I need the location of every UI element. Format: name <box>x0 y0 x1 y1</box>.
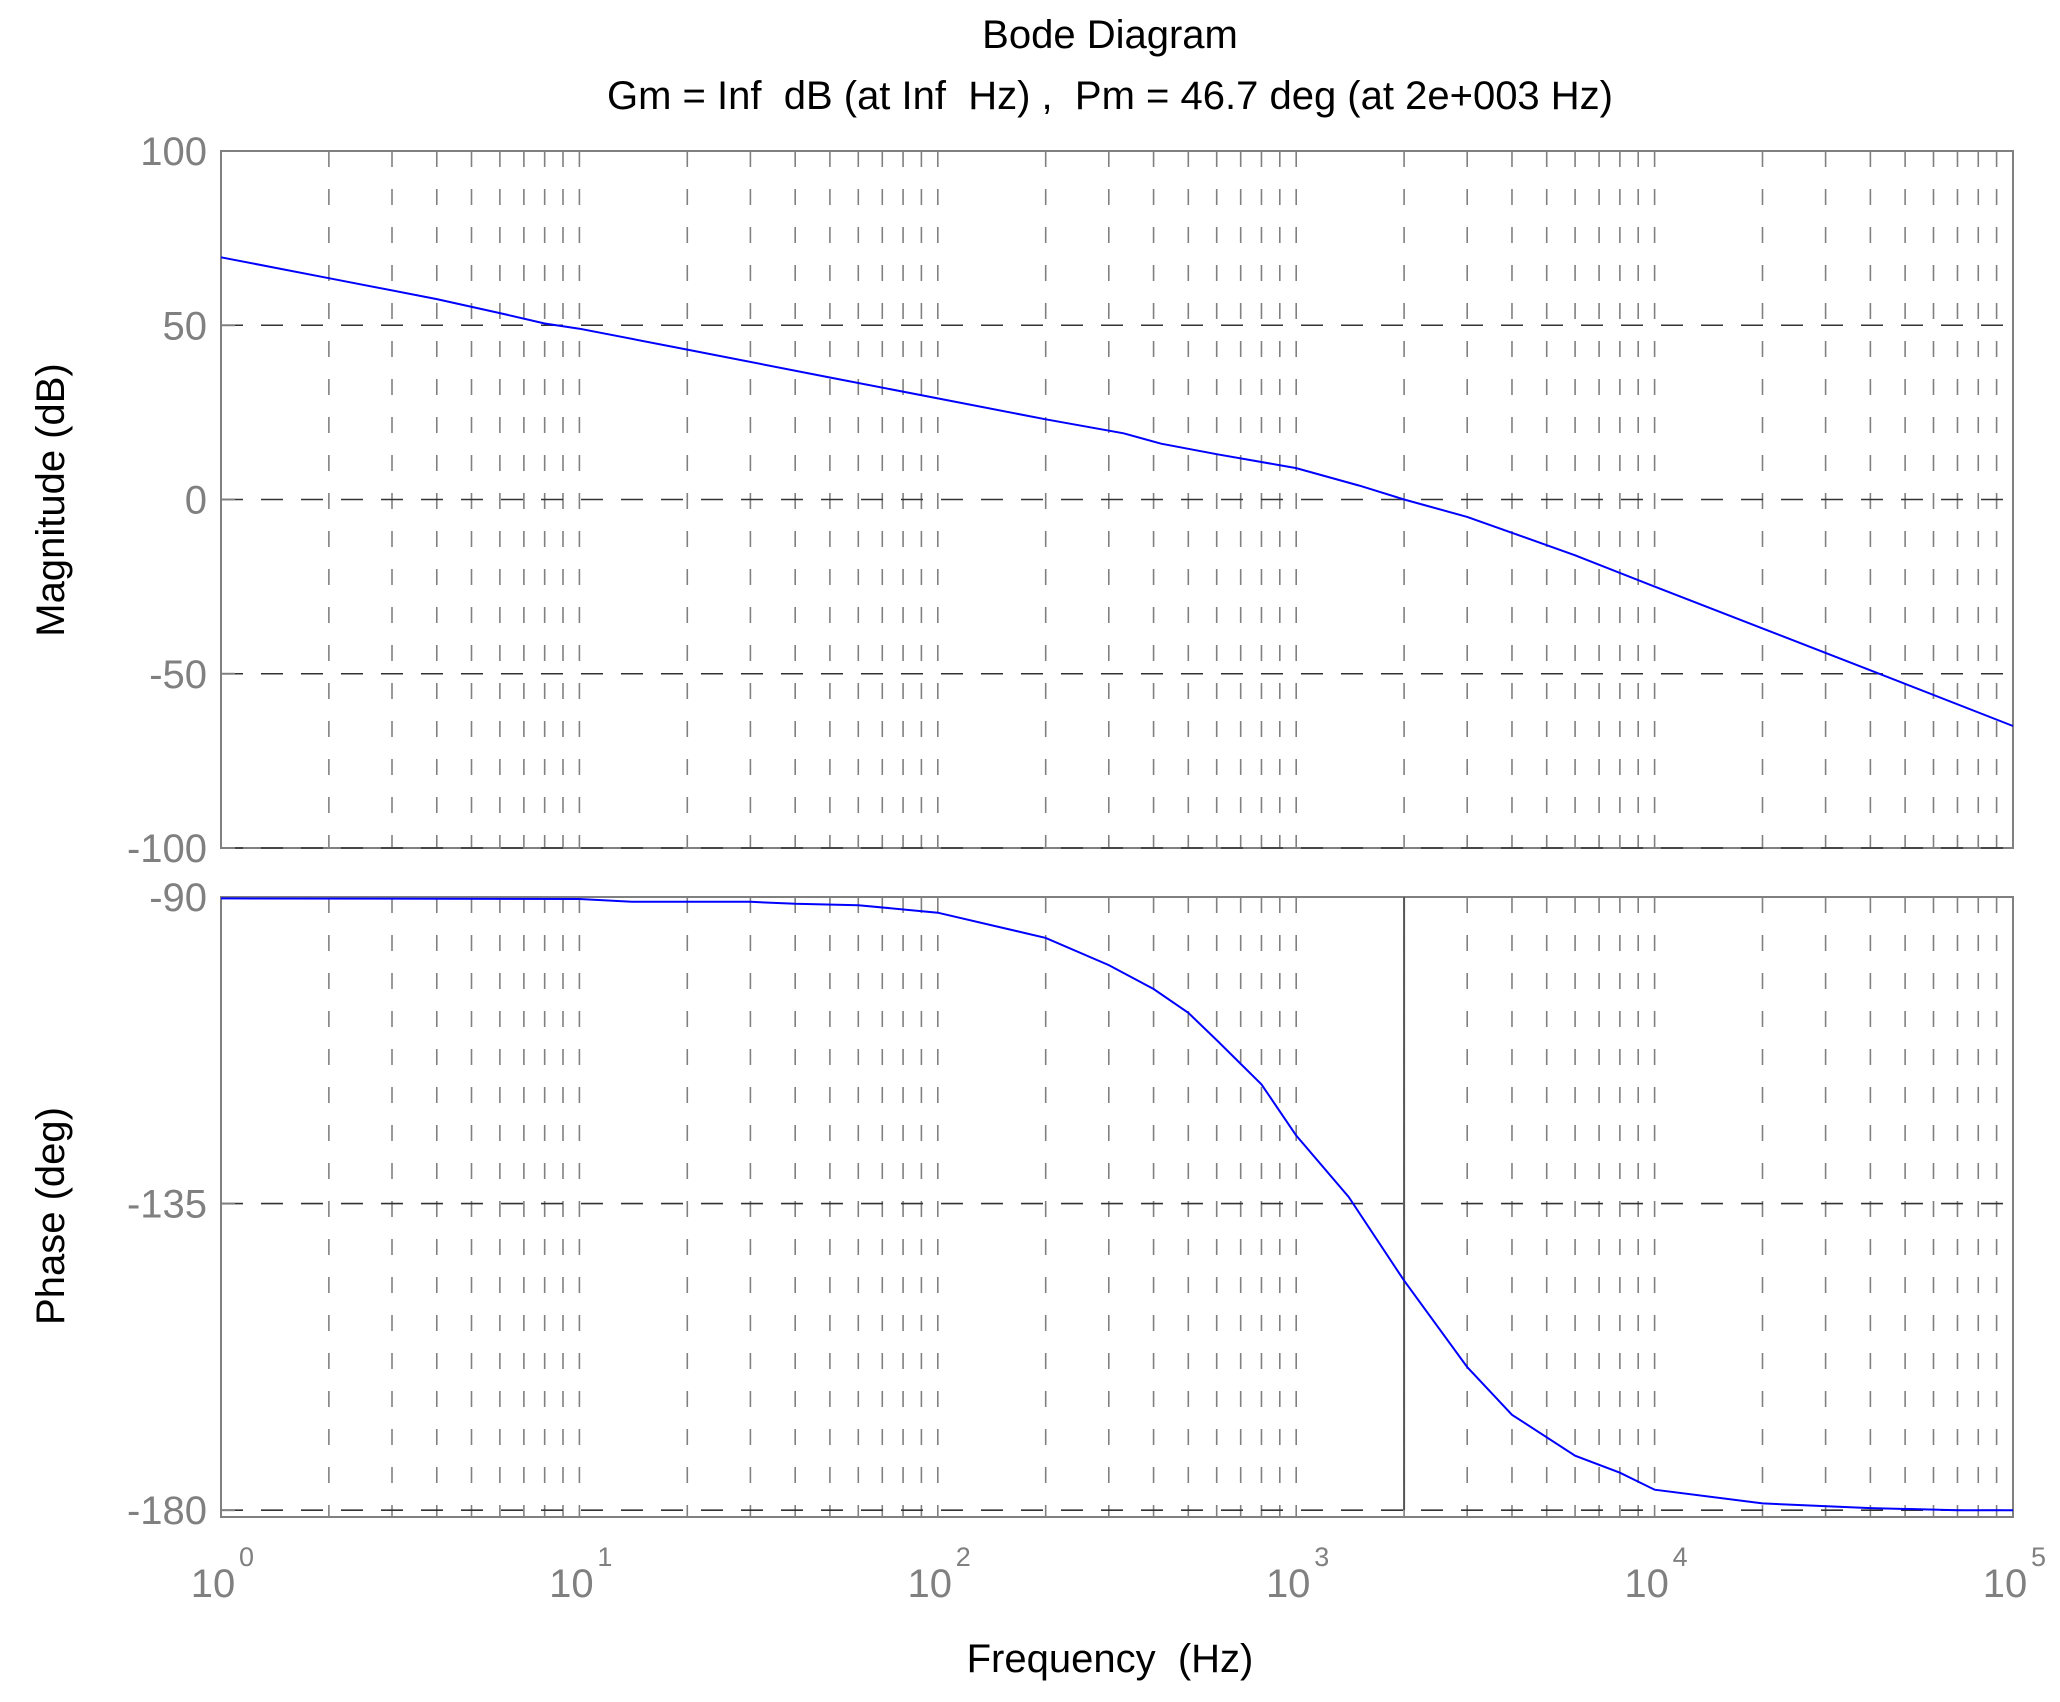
x-tick-exponent: 1 <box>597 1542 612 1572</box>
x-tick-label: 10 <box>1624 1562 1669 1606</box>
phase-y-tick-label: -135 <box>127 1183 207 1227</box>
magnitude-y-tick-label: 50 <box>163 304 208 348</box>
x-axis-label: Frequency (Hz) <box>967 1637 1254 1681</box>
x-tick-label: 10 <box>191 1562 236 1606</box>
magnitude-y-tick-label: 100 <box>140 130 207 174</box>
x-tick-label: 10 <box>1266 1562 1311 1606</box>
x-tick-label: 10 <box>549 1562 594 1606</box>
x-tick-exponent: 0 <box>239 1542 254 1572</box>
phase-plot: -90 -135 -180 Phase (deg) <box>29 876 2014 1533</box>
magnitude-y-ticks: 100 50 0 -50 -100 <box>127 130 235 871</box>
magnitude-axis-label: Magnitude (dB) <box>29 363 73 636</box>
phase-plot-frame <box>220 896 2014 1518</box>
x-tick-exponent: 3 <box>1314 1542 1329 1572</box>
magnitude-y-tick-label: -100 <box>127 827 207 871</box>
phase-grid <box>221 897 2013 1517</box>
chart-subtitle: Gm = Inf dB (at Inf Hz) , Pm = 46.7 deg … <box>607 74 1613 118</box>
x-tick-exponent: 5 <box>2031 1542 2046 1572</box>
chart-title: Bode Diagram <box>982 13 1238 57</box>
magnitude-grid <box>221 151 2013 849</box>
x-tick-exponent: 2 <box>956 1542 971 1572</box>
x-tick-exponent: 4 <box>1673 1542 1688 1572</box>
phase-y-ticks: -90 -135 -180 <box>127 876 235 1533</box>
magnitude-y-tick-label: 0 <box>185 479 207 523</box>
magnitude-series-line <box>220 256 2014 727</box>
magnitude-y-tick-label: -50 <box>149 653 207 697</box>
phase-axis-label: Phase (deg) <box>29 1107 73 1325</box>
x-tick-label: 10 <box>908 1562 953 1606</box>
x-tick-label: 10 <box>1983 1562 2028 1606</box>
phase-y-tick-label: -90 <box>149 876 207 920</box>
magnitude-plot: 100 50 0 -50 -100 Magnitude (dB) <box>29 130 2014 871</box>
phase-series-line <box>220 897 2013 1512</box>
phase-y-tick-label: -180 <box>127 1489 207 1533</box>
